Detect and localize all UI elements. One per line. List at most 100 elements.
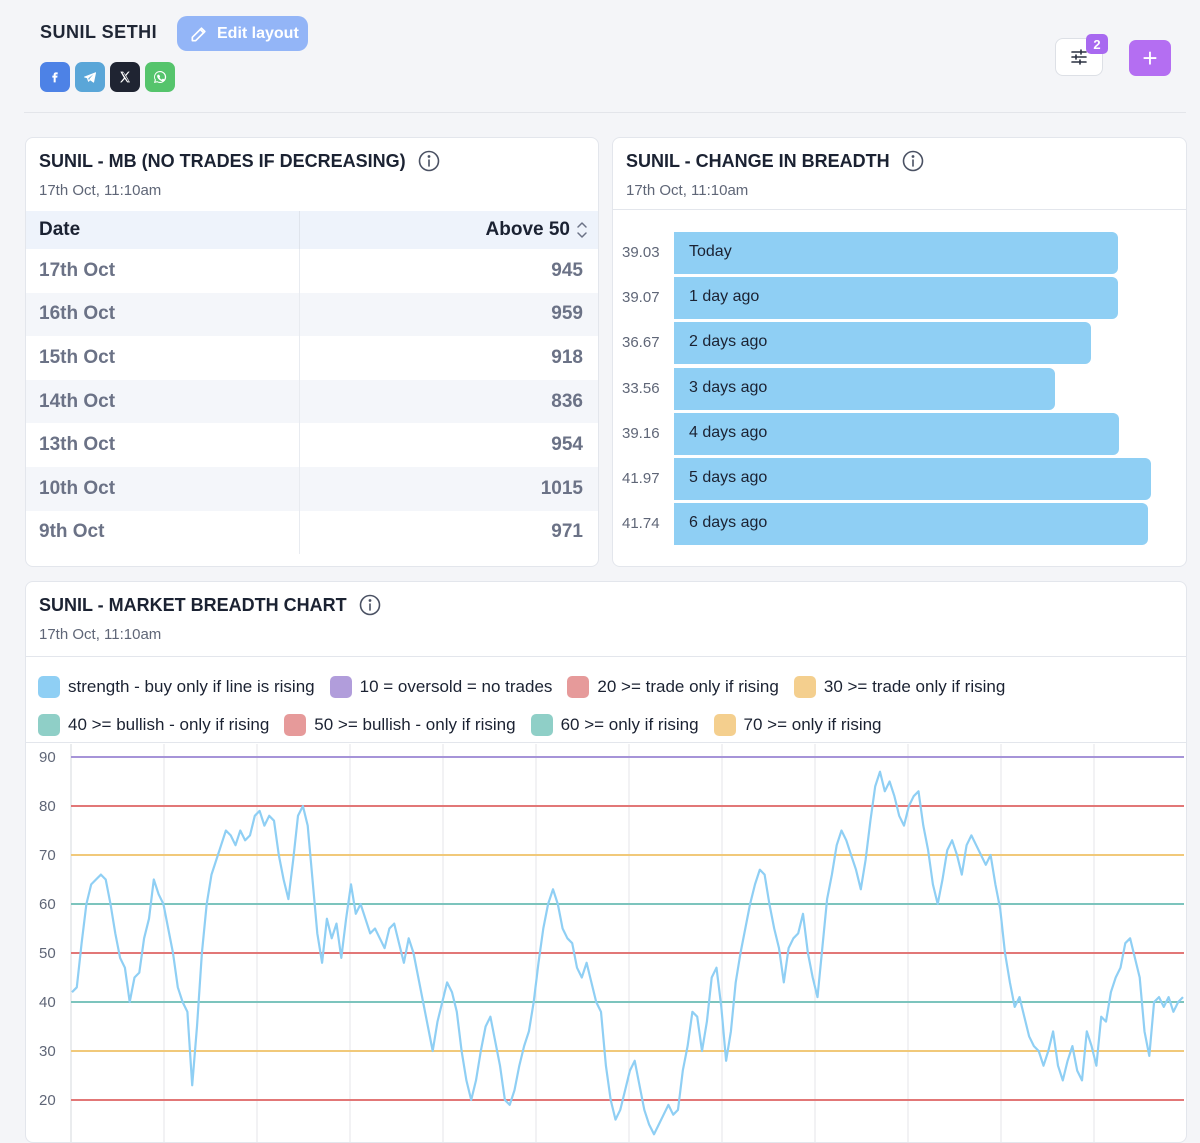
legend-row: 40 >= bullish - only if rising 50 >= bull… — [38, 706, 1178, 744]
legend-item[interactable]: strength - buy only if line is rising — [38, 676, 315, 698]
breadth-bar-row[interactable]: 39.07 1 day ago — [613, 277, 1186, 321]
breadth-bar-row[interactable]: 36.67 2 days ago — [613, 322, 1186, 366]
legend-swatch — [713, 714, 736, 736]
change-breadth-card: SUNIL - CHANGE IN BREADTH 17th Oct, 11:1… — [612, 137, 1187, 567]
legend-label: 10 = oversold = no trades — [359, 677, 553, 696]
bar — [674, 277, 1119, 320]
table-row[interactable]: 16th Oct 959 — [26, 292, 598, 337]
date-column-header[interactable]: Date — [26, 211, 300, 249]
card-divider — [613, 209, 1186, 210]
add-widget-button[interactable]: + — [1129, 40, 1171, 76]
bar-value: 39.07 — [622, 289, 660, 307]
legend-item[interactable]: 20 >= trade only if rising — [567, 676, 779, 698]
y-tick-label: 30 — [39, 1043, 56, 1060]
change-breadth-time: 17th Oct, 11:10am — [626, 182, 749, 199]
legend-label: 50 >= bullish - only if rising — [314, 715, 516, 734]
bar-label: 1 day ago — [689, 288, 760, 306]
bar — [674, 232, 1118, 274]
legend-label: 40 >= bullish - only if rising — [68, 715, 270, 734]
market-breadth-title: SUNIL - MARKET BREADTH CHART — [39, 594, 381, 616]
table-row[interactable]: 9th Oct 971 — [26, 510, 598, 555]
y-tick-label: 40 — [39, 994, 56, 1011]
legend-item[interactable]: 50 >= bullish - only if rising — [284, 714, 516, 736]
legend-item[interactable]: 30 >= trade only if rising — [793, 676, 1006, 698]
sliders-icon — [1071, 49, 1087, 65]
table-header: Date Above 50 — [26, 211, 598, 249]
facebook-icon[interactable] — [40, 62, 70, 92]
y-tick-label: 20 — [39, 1092, 56, 1109]
mb-table-card: SUNIL - MB (NO TRADES IF DECREASING) 17t… — [25, 137, 599, 567]
bar-label: 5 days ago — [689, 469, 768, 486]
above-50-header-label: Above 50 — [485, 219, 570, 240]
card-divider — [26, 742, 1186, 743]
date-cell: 17th Oct — [26, 249, 300, 293]
breadth-bar-row[interactable]: 41.97 5 days ago — [613, 458, 1186, 502]
legend-row: strength - buy only if line is rising 10 … — [38, 668, 1178, 706]
mb-table-title: SUNIL - MB (NO TRADES IF DECREASING) — [39, 150, 440, 172]
bar-label: 2 days ago — [689, 333, 768, 351]
bar-label: 4 days ago — [689, 423, 768, 441]
legend-label: 60 >= only if rising — [560, 715, 699, 734]
y-tick-label: 60 — [39, 896, 56, 913]
info-icon[interactable] — [359, 594, 381, 616]
date-cell: 10th Oct — [26, 466, 300, 511]
value-cell: 954 — [551, 434, 583, 456]
social-share-bar — [40, 62, 175, 92]
info-icon[interactable] — [902, 150, 924, 172]
bar — [674, 458, 1151, 500]
bar — [674, 322, 1091, 365]
bar-value: 41.74 — [622, 515, 660, 533]
date-cell: 16th Oct — [26, 292, 300, 337]
breadth-bar-row[interactable]: 41.74 6 days ago — [613, 503, 1186, 547]
filter-count-badge: 2 — [1086, 34, 1108, 54]
table-row[interactable]: 15th Oct 918 — [26, 336, 598, 380]
legend-item[interactable]: 10 = oversold = no trades — [329, 676, 553, 698]
whatsapp-icon[interactable] — [145, 62, 175, 92]
value-cell: 836 — [551, 390, 583, 412]
legend-item[interactable]: 60 >= only if rising — [530, 714, 699, 736]
change-breadth-title: SUNIL - CHANGE IN BREADTH — [626, 150, 924, 172]
market-breadth-chart: 20 30 40 50 60 70 80 90 — [39, 744, 1184, 1142]
breadth-bar-row[interactable]: 39.16 4 days ago — [613, 412, 1186, 457]
edit-layout-button[interactable]: Edit layout — [177, 16, 308, 51]
x-icon[interactable] — [110, 62, 140, 92]
above-50-column-header[interactable]: Above 50 — [300, 219, 598, 241]
card-divider — [26, 656, 1186, 657]
y-tick-label: 80 — [39, 798, 56, 815]
y-tick-label: 50 — [39, 945, 56, 962]
legend-label: 30 >= trade only if rising — [823, 677, 1006, 696]
breadth-bar-row[interactable]: 39.03 Today — [613, 232, 1186, 276]
market-breadth-card: SUNIL - MARKET BREADTH CHART 17th Oct, 1… — [25, 581, 1187, 1143]
y-tick-label: 70 — [39, 847, 56, 864]
table-row[interactable]: 13th Oct 954 — [26, 423, 598, 467]
bar-value: 39.03 — [622, 244, 660, 261]
bar-value: 36.67 — [622, 334, 660, 352]
strength-line — [71, 770, 1184, 1136]
info-icon[interactable] — [418, 150, 440, 172]
y-tick-label: 90 — [39, 749, 56, 766]
legend-swatch — [530, 714, 553, 736]
date-cell: 13th Oct — [26, 423, 300, 467]
value-cell: 971 — [551, 521, 583, 543]
bar — [674, 412, 1120, 455]
table-row[interactable]: 17th Oct 945 — [26, 249, 598, 293]
value-cell: 1015 — [540, 477, 583, 499]
date-cell: 15th Oct — [26, 336, 300, 380]
table-body: 17th Oct 945 16th Oct 959 15th Oct 918 14th… — [26, 249, 598, 555]
date-cell: 9th Oct — [26, 510, 300, 555]
legend-swatch — [38, 676, 60, 698]
legend-swatch — [567, 676, 590, 698]
legend-item[interactable]: 40 >= bullish - only if rising — [38, 714, 269, 736]
sort-icon[interactable] — [576, 220, 588, 240]
date-cell: 14th Oct — [26, 379, 300, 424]
legend-item[interactable]: 70 >= only if rising — [713, 714, 882, 736]
table-row[interactable]: 10th Oct 1015 — [26, 466, 598, 511]
edit-layout-label: Edit layout — [217, 24, 299, 42]
telegram-icon[interactable] — [75, 62, 105, 92]
table-row[interactable]: 14th Oct 836 — [26, 379, 598, 424]
legend-swatch — [329, 676, 352, 698]
legend-swatch — [38, 714, 60, 736]
change-breadth-title-text: SUNIL - CHANGE IN BREADTH — [626, 150, 890, 171]
breadth-bar-row[interactable]: 33.56 3 days ago — [613, 367, 1186, 412]
value-cell: 945 — [551, 259, 583, 281]
